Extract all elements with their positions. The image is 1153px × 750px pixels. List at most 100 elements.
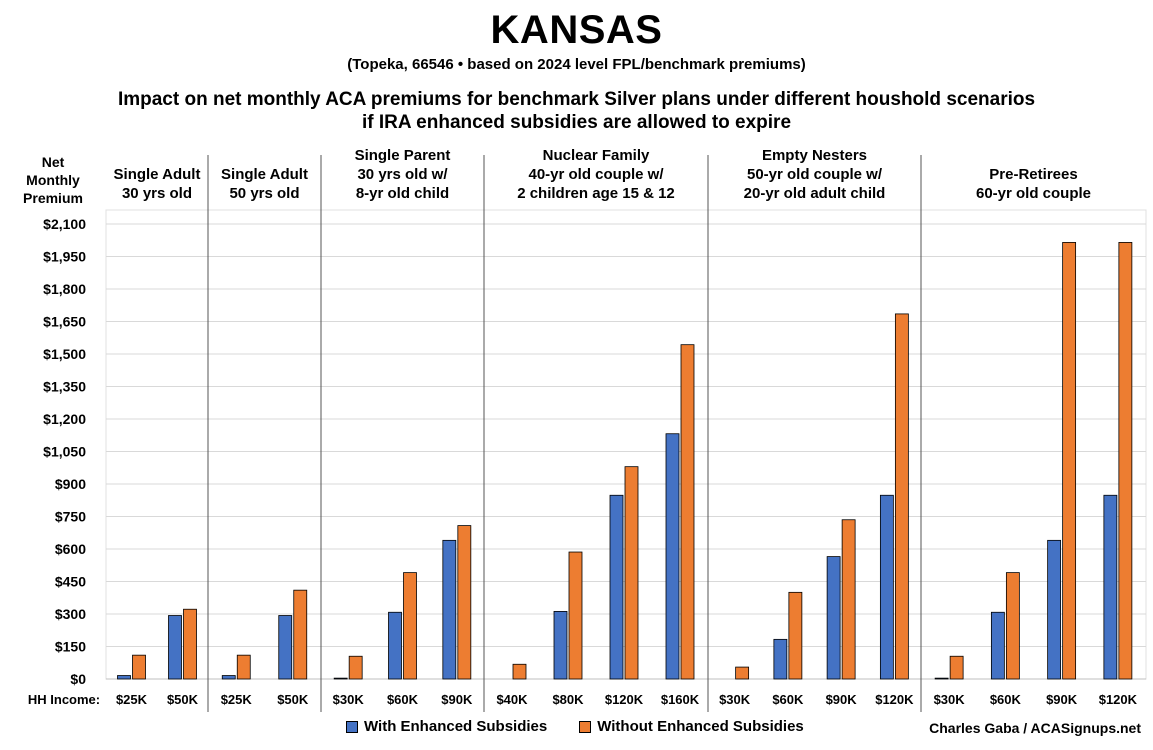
bar-with-enhanced-subsidies	[1103, 494, 1118, 680]
group-header-line: Nuclear Family	[543, 147, 650, 164]
bar-without-enhanced-subsidies	[183, 608, 197, 680]
y-tick-label: $450	[55, 574, 86, 590]
group-header-line: Empty Nesters	[762, 147, 867, 164]
x-tick-label: $120K	[605, 692, 644, 707]
group-header-line: 60-yr old couple	[976, 185, 1091, 202]
group-header-line: 50-yr old couple w/	[747, 166, 883, 183]
x-tick-label: $160K	[661, 692, 700, 707]
x-tick-label: $25K	[221, 692, 253, 707]
bar-with-enhanced-subsidies	[117, 675, 131, 680]
chart-description: Impact on net monthly ACA premiums for b…	[0, 88, 1153, 134]
legend-swatch-without	[579, 720, 592, 733]
bar-with-enhanced-subsidies	[168, 615, 182, 680]
x-tick-label: $60K	[990, 692, 1022, 707]
group-header-line: 30 yrs old w/	[357, 166, 448, 183]
x-tick-label: $90K	[826, 692, 858, 707]
bar-without-enhanced-subsidies	[236, 654, 251, 680]
bar-without-enhanced-subsidies	[403, 572, 417, 680]
group-header-line: Single Adult	[114, 166, 201, 183]
group-header-line: 50 yrs old	[229, 185, 299, 202]
y-tick-label: $600	[55, 541, 86, 557]
chart-description-line-1: Impact on net monthly ACA premiums for b…	[117, 89, 1036, 110]
x-tick-label: $30K	[333, 692, 365, 707]
y-tick-label: $1,800	[43, 281, 86, 297]
x-tick-label: $120K	[875, 692, 914, 707]
legend-item-without: Without Enhanced Subsidies	[579, 718, 804, 735]
x-tick-label: $30K	[719, 692, 751, 707]
x-tick-label: $120K	[1099, 692, 1138, 707]
y-tick-label: $1,950	[43, 249, 86, 265]
y-axis-label-line-1: Net	[41, 154, 65, 170]
x-tick-label: $50K	[277, 692, 309, 707]
bar-with-enhanced-subsidies	[553, 611, 568, 680]
legend-item-with: With Enhanced Subsidies	[346, 718, 547, 735]
bar-with-enhanced-subsidies	[665, 433, 680, 680]
y-axis-label-line-2: Monthly	[26, 172, 80, 188]
legend-swatch-with	[346, 720, 358, 733]
bar-with-enhanced-subsidies	[826, 556, 841, 680]
bar-without-enhanced-subsidies	[624, 466, 639, 680]
group-header-line: Single Parent	[355, 147, 451, 164]
bar-without-enhanced-subsidies	[132, 654, 146, 680]
bar-without-enhanced-subsidies	[1118, 242, 1133, 680]
bar-with-enhanced-subsidies	[990, 611, 1005, 680]
y-tick-label: $1,500	[43, 346, 86, 362]
bar-without-enhanced-subsidies	[735, 666, 750, 680]
bar-with-enhanced-subsidies	[609, 494, 624, 680]
y-axis-label: Net Monthly Premium	[8, 153, 98, 207]
x-axis-label: HH Income:	[28, 692, 100, 707]
group-header-line: 40-yr old couple w/	[528, 166, 664, 183]
bar-without-enhanced-subsidies	[841, 519, 856, 680]
group-header-line: 8-yr old child	[356, 185, 449, 202]
x-tick-label: $90K	[1046, 692, 1078, 707]
group-header-line: 2 children age 15 & 12	[517, 185, 675, 202]
y-axis-label-line-3: Premium	[23, 190, 83, 206]
legend-label-with: With Enhanced Subsidies	[364, 718, 548, 735]
x-tick-label: $40K	[496, 692, 528, 707]
y-tick-label: $300	[55, 606, 86, 622]
group-header-line: 30 yrs old	[122, 185, 192, 202]
bar-without-enhanced-subsidies	[788, 591, 803, 680]
bar-without-enhanced-subsidies	[568, 551, 583, 680]
y-tick-label: $150	[55, 639, 86, 655]
legend-label-without: Without Enhanced Subsidies	[597, 718, 804, 735]
x-tick-label: $30K	[934, 692, 966, 707]
bar-with-enhanced-subsidies	[442, 539, 457, 680]
bar-without-enhanced-subsidies	[293, 589, 308, 680]
bar-with-enhanced-subsidies	[879, 494, 894, 680]
bar-without-enhanced-subsidies	[512, 663, 527, 680]
bar-without-enhanced-subsidies	[949, 655, 964, 680]
group-header-line: 20-yr old adult child	[744, 185, 886, 202]
y-tick-label: $750	[55, 509, 86, 525]
group-header-line: Single Adult	[221, 166, 308, 183]
y-tick-label: $1,050	[43, 444, 86, 460]
bar-with-enhanced-subsidies	[278, 615, 293, 680]
bar-without-enhanced-subsidies	[457, 525, 472, 680]
chart-description-line-2: if IRA enhanced subsidies are allowed to…	[361, 112, 792, 133]
bar-with-enhanced-subsidies	[773, 638, 788, 680]
group-header-line: Pre-Retirees	[989, 166, 1077, 183]
credit-text: Charles Gaba / ACASignups.net	[929, 720, 1141, 736]
chart-title: KANSAS	[490, 8, 663, 52]
bar-without-enhanced-subsidies	[894, 313, 909, 680]
bar-with-enhanced-subsidies	[221, 675, 236, 680]
y-tick-label: $900	[55, 476, 86, 492]
chart-location-subtitle: (Topeka, 66546 • based on 2024 level FPL…	[347, 56, 806, 73]
x-tick-label: $90K	[441, 692, 473, 707]
bar-without-enhanced-subsidies	[348, 655, 363, 680]
y-tick-label: $1,200	[43, 411, 86, 427]
bar-with-enhanced-subsidies	[333, 677, 348, 680]
x-tick-label: $25K	[116, 692, 148, 707]
x-tick-label: $60K	[772, 692, 804, 707]
bar-without-enhanced-subsidies	[1005, 572, 1020, 680]
bar-without-enhanced-subsidies	[680, 344, 695, 680]
bar-without-enhanced-subsidies	[1062, 242, 1077, 680]
x-tick-label: $80K	[552, 692, 584, 707]
bar-with-enhanced-subsidies	[388, 611, 402, 680]
legend: With Enhanced Subsidies Without Enhanced…	[346, 718, 804, 735]
y-tick-label: $1,650	[43, 314, 86, 330]
bar-with-enhanced-subsidies	[1047, 539, 1062, 680]
y-tick-label: $0	[70, 671, 86, 687]
y-tick-label: $2,100	[43, 216, 86, 232]
